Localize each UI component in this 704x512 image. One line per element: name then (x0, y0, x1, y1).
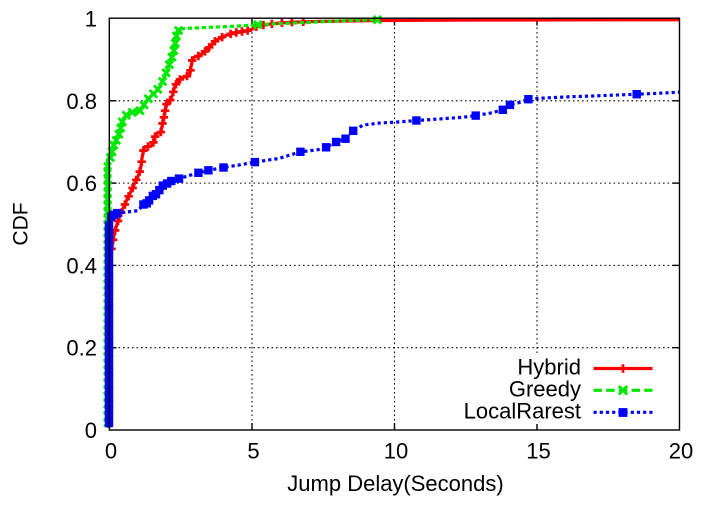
svg-text:20: 20 (669, 439, 693, 464)
svg-text:Hybrid: Hybrid (517, 355, 581, 380)
svg-text:10: 10 (384, 439, 408, 464)
svg-text:0.2: 0.2 (66, 336, 97, 361)
svg-text:0.4: 0.4 (66, 253, 97, 278)
svg-text:15: 15 (526, 439, 550, 464)
svg-text:0.8: 0.8 (66, 89, 97, 114)
svg-text:Jump Delay(Seconds): Jump Delay(Seconds) (287, 471, 503, 496)
svg-text:LocalRarest: LocalRarest (464, 399, 581, 424)
svg-text:0.6: 0.6 (66, 171, 97, 196)
svg-text:1: 1 (85, 7, 97, 32)
svg-text:Greedy: Greedy (509, 377, 581, 402)
svg-text:0: 0 (105, 439, 117, 464)
svg-text:CDF: CDF (10, 202, 33, 245)
svg-text:0: 0 (85, 418, 97, 443)
svg-text:5: 5 (247, 439, 259, 464)
